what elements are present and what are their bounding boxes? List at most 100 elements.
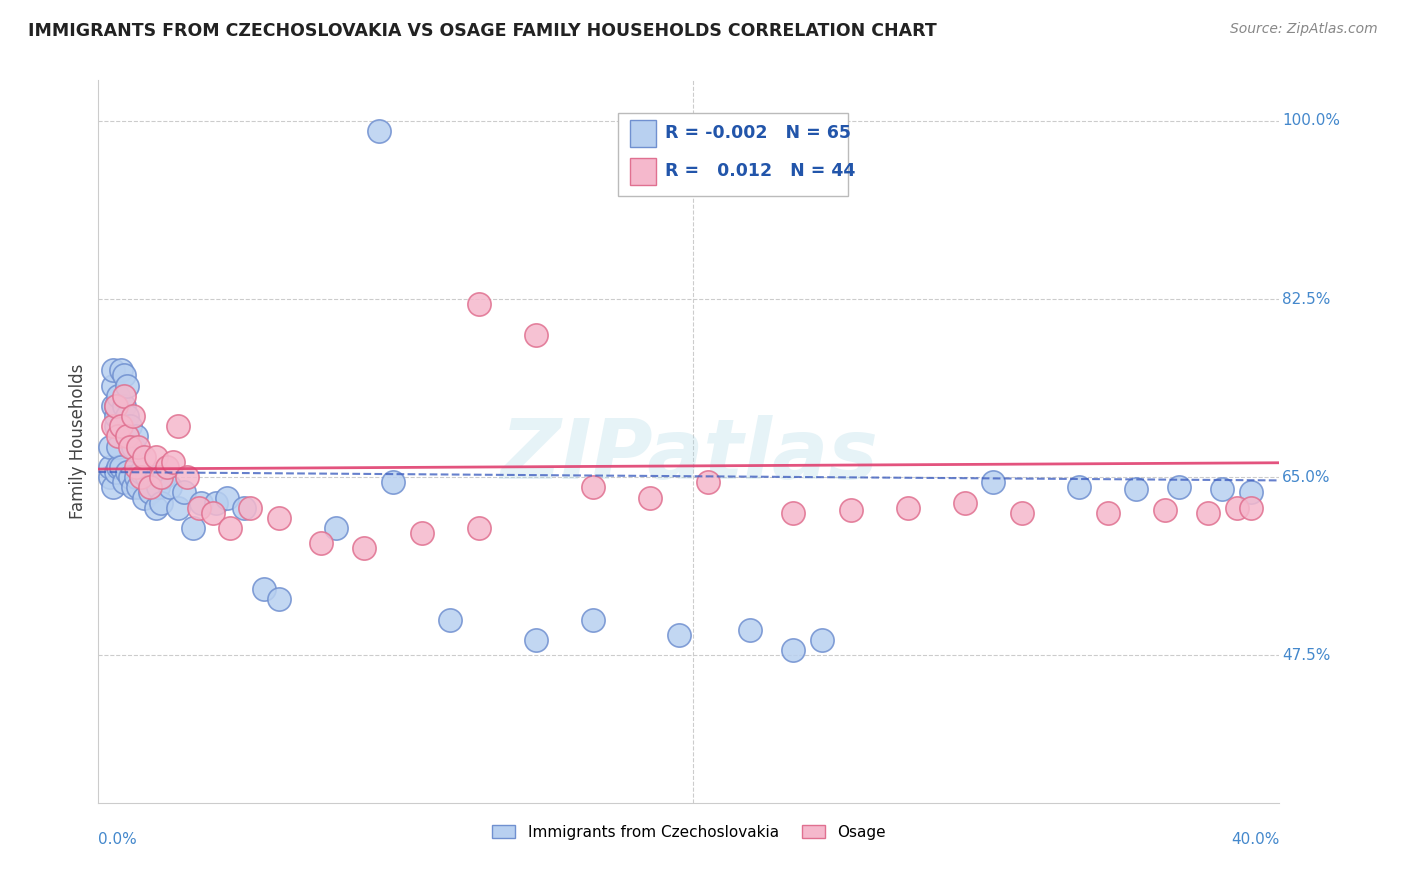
Point bbox=[1240, 500, 1263, 515]
Point bbox=[110, 460, 132, 475]
Point bbox=[176, 470, 198, 484]
Point bbox=[1197, 506, 1219, 520]
Point bbox=[524, 632, 547, 647]
Point bbox=[782, 643, 804, 657]
Point bbox=[107, 429, 129, 443]
Point bbox=[115, 378, 138, 392]
Point bbox=[121, 480, 143, 494]
Point bbox=[582, 613, 605, 627]
Text: Source: ZipAtlas.com: Source: ZipAtlas.com bbox=[1230, 22, 1378, 37]
Point bbox=[219, 521, 242, 535]
Point bbox=[101, 363, 124, 377]
Point bbox=[162, 455, 184, 469]
Point bbox=[782, 506, 804, 520]
Point bbox=[110, 363, 132, 377]
Point bbox=[104, 465, 127, 479]
Point bbox=[124, 460, 146, 475]
Point bbox=[1211, 483, 1233, 497]
Point bbox=[1154, 502, 1177, 516]
Point bbox=[139, 480, 162, 494]
Point bbox=[1225, 500, 1247, 515]
Point bbox=[118, 470, 141, 484]
Point bbox=[239, 500, 262, 515]
Point bbox=[127, 480, 149, 494]
Text: 47.5%: 47.5% bbox=[1282, 648, 1330, 663]
Point bbox=[110, 419, 132, 434]
Text: 65.0%: 65.0% bbox=[1282, 470, 1330, 484]
Legend: Immigrants from Czechoslovakia, Osage: Immigrants from Czechoslovakia, Osage bbox=[486, 819, 891, 846]
Point bbox=[107, 389, 129, 403]
Point bbox=[411, 526, 433, 541]
Text: IMMIGRANTS FROM CZECHOSLOVAKIA VS OSAGE FAMILY HOUSEHOLDS CORRELATION CHART: IMMIGRANTS FROM CZECHOSLOVAKIA VS OSAGE … bbox=[28, 22, 936, 40]
FancyBboxPatch shape bbox=[630, 158, 655, 185]
Point bbox=[104, 399, 127, 413]
Point bbox=[325, 521, 347, 535]
Point bbox=[107, 440, 129, 454]
Point bbox=[98, 470, 121, 484]
Point bbox=[101, 378, 124, 392]
Point bbox=[115, 465, 138, 479]
Text: 40.0%: 40.0% bbox=[1232, 831, 1279, 847]
Point bbox=[953, 495, 976, 509]
Point bbox=[668, 628, 690, 642]
Point bbox=[468, 521, 491, 535]
Point bbox=[167, 500, 190, 515]
Point bbox=[139, 485, 162, 500]
Point bbox=[121, 440, 143, 454]
Point bbox=[127, 440, 149, 454]
Point bbox=[112, 399, 135, 413]
Point bbox=[118, 419, 141, 434]
Point bbox=[150, 495, 173, 509]
Point bbox=[148, 480, 170, 494]
Point bbox=[267, 592, 290, 607]
Point bbox=[136, 470, 159, 484]
Point bbox=[134, 450, 156, 464]
Point bbox=[101, 399, 124, 413]
Point bbox=[1097, 506, 1119, 520]
Point bbox=[524, 327, 547, 342]
Point bbox=[101, 480, 124, 494]
Point bbox=[1069, 480, 1091, 494]
Point bbox=[204, 495, 226, 509]
Text: 100.0%: 100.0% bbox=[1282, 113, 1340, 128]
Point bbox=[115, 429, 138, 443]
Point bbox=[253, 582, 276, 596]
Point bbox=[439, 613, 461, 627]
Point bbox=[1011, 506, 1033, 520]
Point bbox=[267, 511, 290, 525]
Point bbox=[145, 500, 167, 515]
Point bbox=[582, 480, 605, 494]
Point bbox=[142, 470, 165, 484]
Point bbox=[1168, 480, 1191, 494]
Point bbox=[112, 389, 135, 403]
FancyBboxPatch shape bbox=[630, 120, 655, 147]
Point bbox=[311, 536, 333, 550]
Point bbox=[640, 491, 662, 505]
Point bbox=[983, 475, 1005, 490]
Point bbox=[115, 409, 138, 423]
Point bbox=[150, 470, 173, 484]
Point bbox=[811, 632, 834, 647]
Point bbox=[187, 500, 209, 515]
Point bbox=[112, 475, 135, 490]
Point bbox=[696, 475, 718, 490]
Point bbox=[156, 460, 179, 475]
Point bbox=[381, 475, 404, 490]
Point bbox=[131, 470, 153, 484]
Point bbox=[201, 506, 224, 520]
Point bbox=[118, 440, 141, 454]
Point bbox=[104, 409, 127, 423]
Point bbox=[173, 485, 195, 500]
Point bbox=[134, 491, 156, 505]
Point bbox=[190, 495, 212, 509]
Point bbox=[167, 419, 190, 434]
Point bbox=[98, 460, 121, 475]
FancyBboxPatch shape bbox=[619, 112, 848, 196]
Point bbox=[107, 460, 129, 475]
Point bbox=[217, 491, 239, 505]
Point bbox=[740, 623, 762, 637]
Text: ZIPatlas: ZIPatlas bbox=[501, 416, 877, 497]
Text: R =   0.012   N = 44: R = 0.012 N = 44 bbox=[665, 161, 856, 179]
Point bbox=[124, 470, 146, 484]
Point bbox=[104, 399, 127, 413]
